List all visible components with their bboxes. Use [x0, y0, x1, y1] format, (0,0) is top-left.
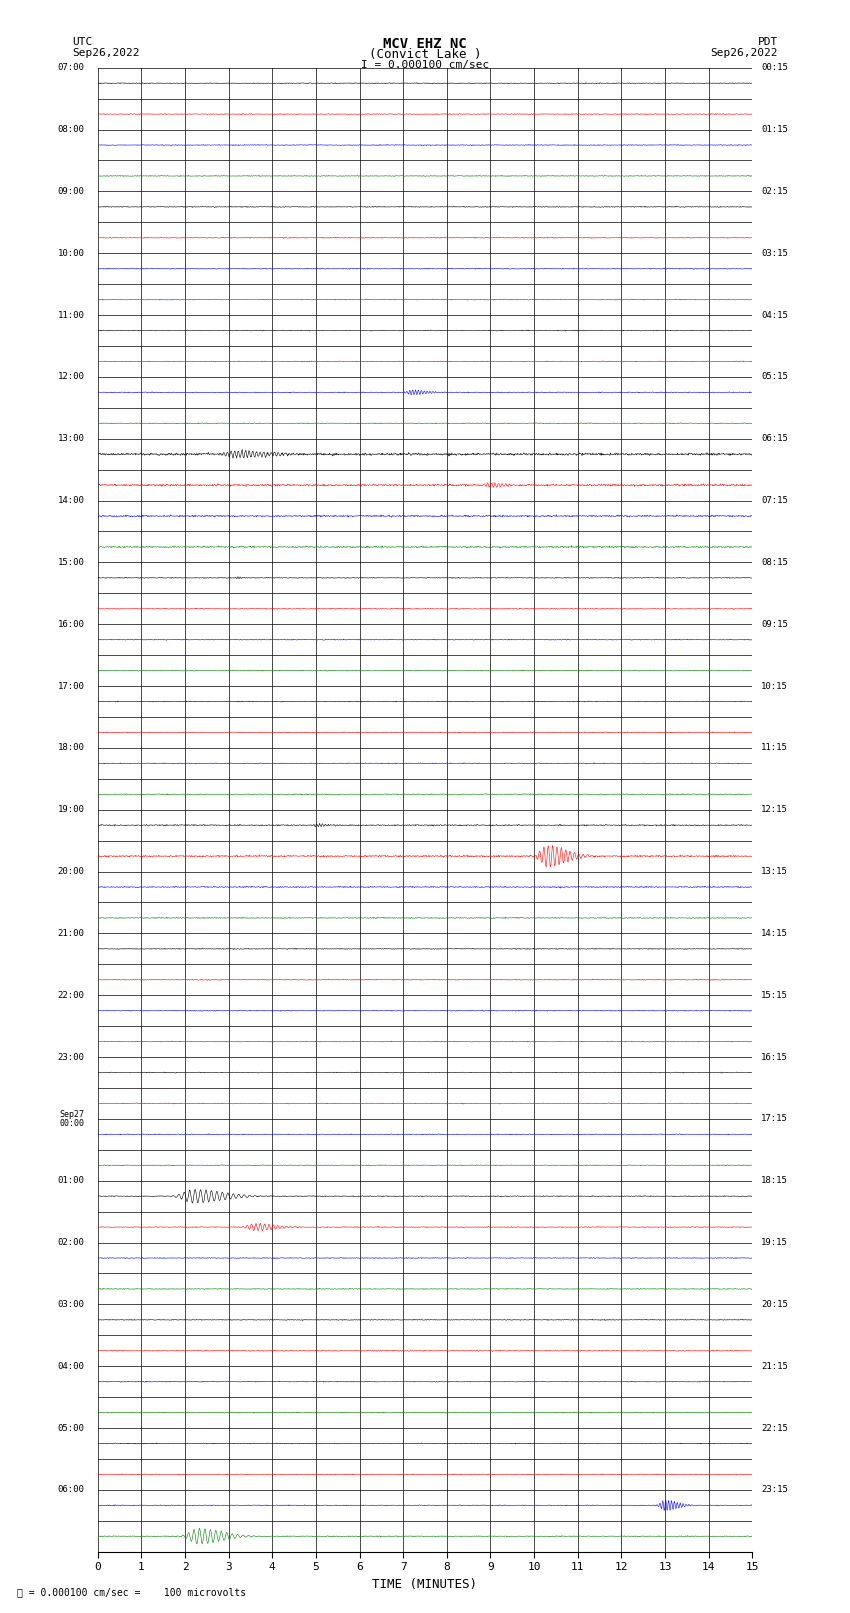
Text: 11:15: 11:15	[761, 744, 788, 752]
Text: 16:00: 16:00	[58, 619, 85, 629]
Text: 04:00: 04:00	[58, 1361, 85, 1371]
Text: 03:15: 03:15	[761, 248, 788, 258]
Text: 12:00: 12:00	[58, 373, 85, 381]
Text: 14:15: 14:15	[761, 929, 788, 937]
Text: 00:00: 00:00	[60, 1119, 85, 1127]
Text: 01:15: 01:15	[761, 126, 788, 134]
Text: 20:15: 20:15	[761, 1300, 788, 1308]
Text: Sep26,2022: Sep26,2022	[711, 48, 778, 58]
Text: (Convict Lake ): (Convict Lake )	[369, 48, 481, 61]
Text: 07:15: 07:15	[761, 497, 788, 505]
Text: 12:15: 12:15	[761, 805, 788, 815]
Text: 22:00: 22:00	[58, 990, 85, 1000]
Text: 05:00: 05:00	[58, 1424, 85, 1432]
Text: 14:00: 14:00	[58, 497, 85, 505]
Text: 17:00: 17:00	[58, 682, 85, 690]
Text: 03:00: 03:00	[58, 1300, 85, 1308]
Text: 13:15: 13:15	[761, 868, 788, 876]
Text: Sep27: Sep27	[60, 1110, 85, 1119]
Text: 09:00: 09:00	[58, 187, 85, 195]
Text: 04:15: 04:15	[761, 311, 788, 319]
Text: 16:15: 16:15	[761, 1053, 788, 1061]
Text: 15:00: 15:00	[58, 558, 85, 566]
Text: 19:15: 19:15	[761, 1239, 788, 1247]
Text: 06:00: 06:00	[58, 1486, 85, 1494]
Text: Sep26,2022: Sep26,2022	[72, 48, 139, 58]
Text: 23:00: 23:00	[58, 1053, 85, 1061]
Text: 21:15: 21:15	[761, 1361, 788, 1371]
Text: 23:15: 23:15	[761, 1486, 788, 1494]
Text: PDT: PDT	[757, 37, 778, 47]
Text: 21:00: 21:00	[58, 929, 85, 937]
Text: I = 0.000100 cm/sec: I = 0.000100 cm/sec	[361, 60, 489, 69]
Text: 02:15: 02:15	[761, 187, 788, 195]
Text: 07:00: 07:00	[58, 63, 85, 73]
Text: 02:00: 02:00	[58, 1239, 85, 1247]
Text: 00:15: 00:15	[761, 63, 788, 73]
Text: 20:00: 20:00	[58, 868, 85, 876]
Text: 22:15: 22:15	[761, 1424, 788, 1432]
X-axis label: TIME (MINUTES): TIME (MINUTES)	[372, 1578, 478, 1590]
Text: 15:15: 15:15	[761, 990, 788, 1000]
Text: 18:00: 18:00	[58, 744, 85, 752]
Text: UTC: UTC	[72, 37, 93, 47]
Text: MCV EHZ NC: MCV EHZ NC	[383, 37, 467, 52]
Text: 18:15: 18:15	[761, 1176, 788, 1186]
Text: 05:15: 05:15	[761, 373, 788, 381]
Text: ⸻ = 0.000100 cm/sec =    100 microvolts: ⸻ = 0.000100 cm/sec = 100 microvolts	[17, 1587, 246, 1597]
Text: 11:00: 11:00	[58, 311, 85, 319]
Text: 08:00: 08:00	[58, 126, 85, 134]
Text: 01:00: 01:00	[58, 1176, 85, 1186]
Text: 17:15: 17:15	[761, 1115, 788, 1123]
Text: 06:15: 06:15	[761, 434, 788, 444]
Text: 09:15: 09:15	[761, 619, 788, 629]
Text: 10:15: 10:15	[761, 682, 788, 690]
Text: 13:00: 13:00	[58, 434, 85, 444]
Text: 10:00: 10:00	[58, 248, 85, 258]
Text: 08:15: 08:15	[761, 558, 788, 566]
Text: 19:00: 19:00	[58, 805, 85, 815]
